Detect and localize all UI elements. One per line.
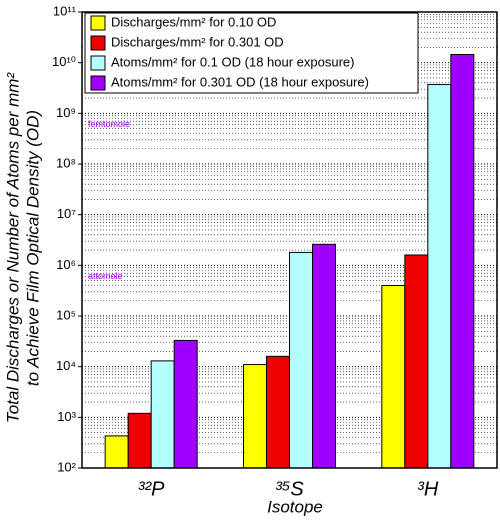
bar xyxy=(381,284,406,469)
legend-swatch xyxy=(90,75,106,91)
y-tick-label: 10⁴ xyxy=(56,358,76,373)
bar xyxy=(150,360,175,469)
x-axis-label: Isotope xyxy=(267,497,323,516)
annotation: femtomole xyxy=(88,119,130,129)
bar xyxy=(312,243,336,469)
bar xyxy=(173,339,198,469)
legend-label: Atoms/mm² for 0.301 OD (18 hour exposure… xyxy=(111,74,369,89)
y-tick-label: 10¹⁰ xyxy=(52,54,76,69)
y-tick-label: 10¹¹ xyxy=(53,3,77,18)
y-tick-label: 10⁹ xyxy=(56,105,76,120)
y-tick-label: 10⁸ xyxy=(56,155,76,170)
y-tick-label: 10⁵ xyxy=(56,307,76,322)
legend-label: Discharges/mm² for 0.10 OD xyxy=(111,14,276,29)
legend-swatch xyxy=(90,15,106,31)
y-tick-label: 10³ xyxy=(57,409,76,424)
plot-frame xyxy=(81,11,498,469)
annotation: attomole xyxy=(88,271,123,281)
y-axis-label: Total Discharges or Number of Atoms per … xyxy=(3,72,22,424)
y-axis-label: to Achieve Film Optical Density (OD) xyxy=(23,110,42,386)
y-tick-label: 10⁷ xyxy=(57,206,76,221)
legend-label: Discharges/mm² for 0.301 OD xyxy=(111,34,284,49)
bar xyxy=(289,251,313,469)
y-tick-label: 10⁶ xyxy=(56,257,76,272)
y-tick-label: 10² xyxy=(57,459,76,474)
legend-box xyxy=(84,12,419,94)
legend-label: Atoms/mm² for 0.1 OD (18 hour exposure) xyxy=(111,54,354,69)
x-tick-label: ³H xyxy=(417,478,439,500)
x-tick-label: ³²P xyxy=(138,478,165,500)
bar xyxy=(450,53,475,469)
x-tick-label: ³⁵S xyxy=(275,478,304,500)
legend-swatch xyxy=(90,55,106,71)
bar xyxy=(427,84,452,469)
legend-swatch xyxy=(90,35,106,51)
bar xyxy=(104,435,129,469)
bar xyxy=(243,364,267,469)
bar xyxy=(404,254,429,469)
bar xyxy=(127,412,152,469)
bar xyxy=(266,355,290,469)
